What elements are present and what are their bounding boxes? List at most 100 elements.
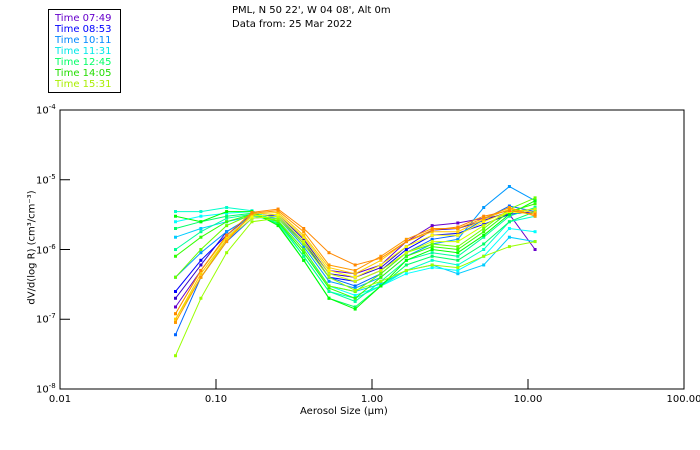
- data-point: [225, 210, 229, 214]
- data-point: [173, 248, 177, 251]
- data-point: [404, 263, 408, 267]
- data-point: [302, 235, 306, 239]
- data-point: [199, 263, 203, 267]
- data-point: [430, 242, 434, 246]
- data-point: [533, 206, 537, 210]
- data-point: [456, 237, 460, 241]
- x-tick-label: 0.10: [204, 394, 228, 405]
- data-point: [430, 258, 434, 262]
- data-point: [456, 263, 460, 267]
- data-point: [482, 248, 486, 251]
- tick-exponent: -4: [48, 103, 56, 111]
- y-tick-label: 10-7: [36, 312, 56, 325]
- data-point: [250, 220, 254, 224]
- data-point: [430, 230, 434, 234]
- data-point: [353, 284, 357, 288]
- data-point: [533, 202, 537, 206]
- data-point: [482, 227, 486, 231]
- data-point: [404, 272, 408, 276]
- data-point: [456, 251, 460, 255]
- data-point: [507, 245, 511, 249]
- data-point: [173, 317, 177, 321]
- data-point: [302, 251, 306, 255]
- legend-entry: Time 12:45: [55, 57, 112, 68]
- x-tick-label: 1.00: [360, 394, 384, 405]
- plot-frame: [59, 109, 685, 390]
- data-point: [482, 235, 486, 239]
- data-point: [482, 206, 486, 210]
- data-point: [250, 210, 254, 214]
- data-point: [199, 220, 203, 224]
- data-point: [225, 224, 229, 228]
- data-point: [507, 185, 511, 189]
- data-point: [173, 296, 177, 300]
- data-point: [430, 233, 434, 237]
- data-point: [276, 207, 280, 211]
- data-point: [379, 275, 383, 279]
- y-tick-label: 10-5: [36, 173, 56, 186]
- data-point: [507, 214, 511, 218]
- data-point: [353, 272, 357, 276]
- data-point: [430, 224, 434, 228]
- data-point: [430, 240, 434, 244]
- data-point: [173, 320, 177, 324]
- data-point: [482, 233, 486, 237]
- data-point: [276, 210, 280, 214]
- data-point: [276, 214, 280, 218]
- data-point: [199, 251, 203, 255]
- chart-title: PML, N 50 22', W 04 08', Alt 0m: [232, 5, 391, 16]
- tick-exponent: -5: [48, 172, 56, 181]
- data-point: [302, 230, 306, 234]
- data-point: [430, 245, 434, 249]
- tick-base: 10: [36, 384, 49, 396]
- data-point: [353, 275, 357, 279]
- data-point: [533, 199, 537, 203]
- data-point: [199, 210, 203, 214]
- data-point: [327, 266, 331, 270]
- data-point: [199, 268, 203, 272]
- y-tick-label: 10-4: [36, 103, 56, 116]
- data-point: [507, 209, 511, 213]
- data-point: [276, 216, 280, 220]
- data-point: [199, 272, 203, 276]
- tick-base: 10: [36, 314, 49, 326]
- data-point: [404, 237, 408, 241]
- data-point: [173, 227, 177, 231]
- data-point: [327, 263, 331, 267]
- data-point: [482, 224, 486, 228]
- data-point: [456, 231, 460, 235]
- data-point: [456, 272, 460, 276]
- data-point: [353, 299, 357, 303]
- data-point: [199, 258, 203, 262]
- data-point: [482, 216, 486, 220]
- data-point: [482, 214, 486, 218]
- data-point: [173, 275, 177, 279]
- data-point: [507, 206, 511, 210]
- data-point: [404, 254, 408, 258]
- data-point: [225, 237, 229, 241]
- data-point: [225, 206, 229, 210]
- data-point: [404, 268, 408, 272]
- data-point: [507, 235, 511, 239]
- data-point: [353, 288, 357, 292]
- data-point: [173, 333, 177, 337]
- data-point: [327, 284, 331, 288]
- data-point: [302, 237, 306, 241]
- data-point: [353, 305, 357, 309]
- data-point: [302, 242, 306, 246]
- data-point: [379, 282, 383, 286]
- data-point: [430, 227, 434, 231]
- data-point: [327, 275, 331, 279]
- x-tick-label: 0.01: [48, 394, 72, 405]
- data-point: [302, 258, 306, 262]
- data-point: [225, 214, 229, 218]
- data-point: [225, 240, 229, 244]
- data-point: [199, 214, 203, 218]
- data-point: [456, 230, 460, 234]
- series-line: [175, 213, 536, 308]
- data-point: [482, 220, 486, 224]
- data-point: [456, 221, 460, 225]
- data-point: [404, 258, 408, 262]
- data-point: [430, 251, 434, 255]
- data-point: [302, 248, 306, 251]
